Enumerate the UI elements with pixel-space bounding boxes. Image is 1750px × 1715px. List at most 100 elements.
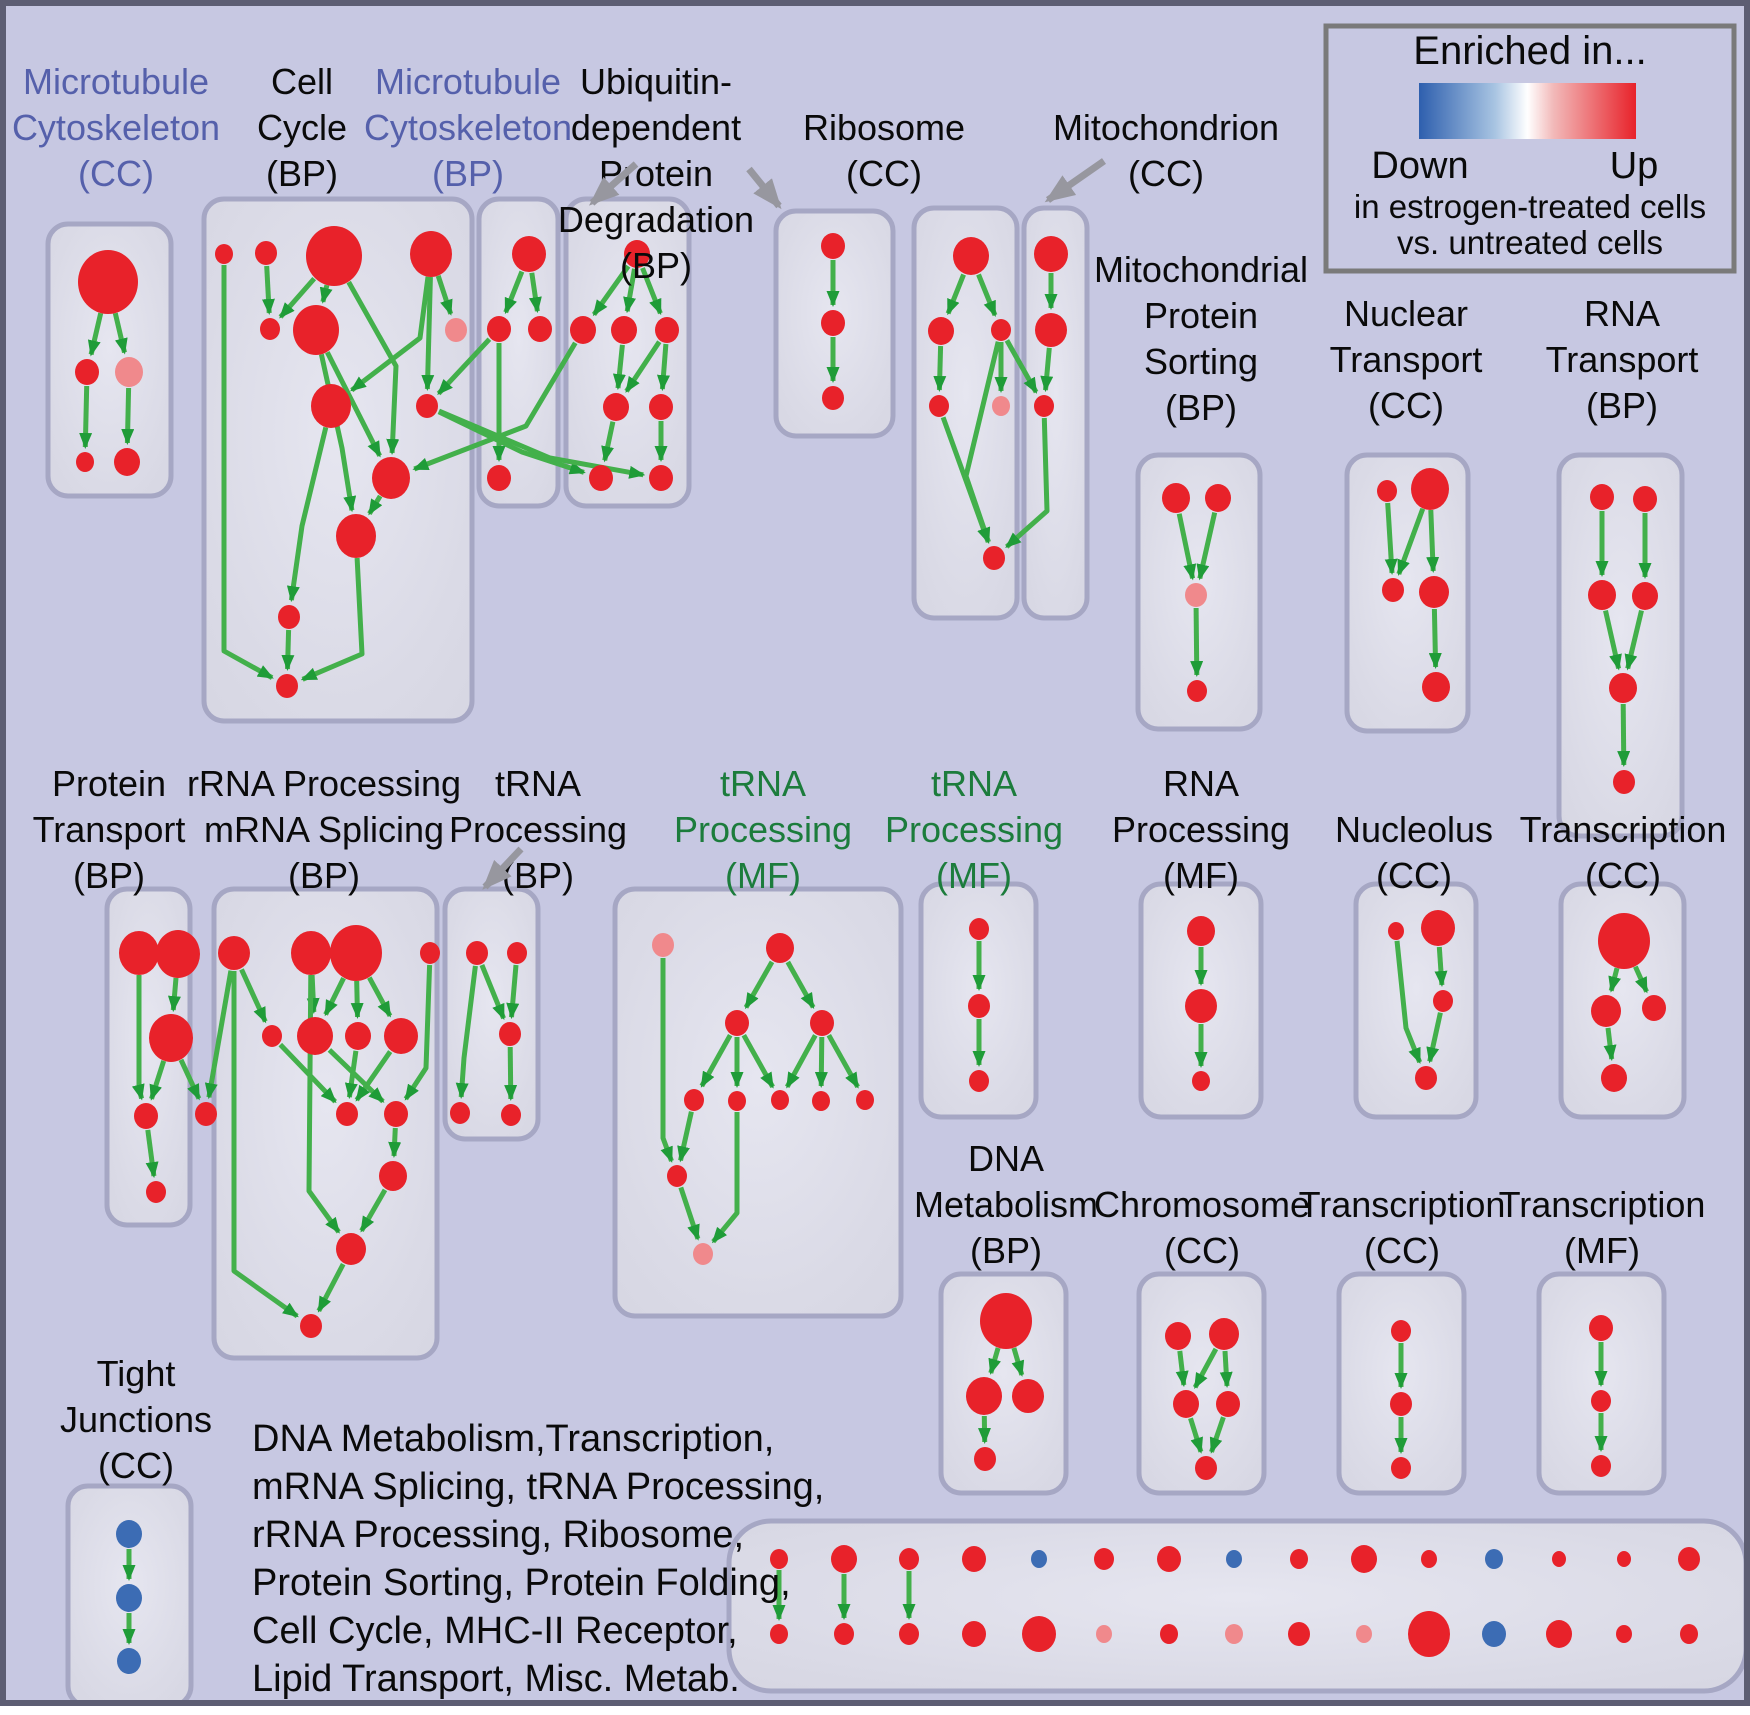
node-cc8 xyxy=(311,384,351,428)
node-mtcc1 xyxy=(78,250,138,314)
edge-nu2-nu3 xyxy=(1434,946,1448,987)
mitochondrion-arrow-icon xyxy=(1044,158,1107,203)
edge-mtbp1-mtbp3 xyxy=(528,272,542,314)
edge-rt3-rt5 xyxy=(1603,610,1622,671)
node-bt11 xyxy=(1421,1550,1437,1568)
node-tm10 xyxy=(667,1165,687,1187)
node-mtcc5 xyxy=(114,448,140,476)
node-mtcc4 xyxy=(76,452,94,472)
edge-tm4-tm7 xyxy=(785,1034,818,1089)
node-tc4 xyxy=(1601,1064,1627,1092)
legend-subtitle-line2: vs. untreated cells xyxy=(1397,224,1663,261)
node-bb3 xyxy=(899,1623,919,1645)
edge-tm4-tm9 xyxy=(826,1033,860,1089)
node-rib2 xyxy=(928,317,954,345)
node-bt10 xyxy=(1351,1545,1377,1573)
cluster-box-dna-metabolism xyxy=(938,1271,1069,1496)
node-rr10 xyxy=(384,1101,408,1127)
cluster-label-trna-processing-bp-line1: Processing xyxy=(449,809,627,850)
edges xyxy=(79,260,1652,1645)
cluster-label-rna-processing-mf-line1: Processing xyxy=(1112,809,1290,850)
node-mtcc3 xyxy=(115,357,143,387)
node-nt5 xyxy=(1422,672,1450,702)
cluster-box-misc-bottom xyxy=(726,1518,1744,1694)
node-rt2 xyxy=(1633,486,1657,512)
edge-ubl4-ubl6 xyxy=(657,343,670,392)
edge-cc6-cc10 xyxy=(325,351,382,458)
node-ubl4 xyxy=(655,317,679,343)
node-rt6 xyxy=(1613,770,1635,794)
node-ubr2 xyxy=(821,310,845,336)
legend-gradient-bar xyxy=(1419,83,1636,139)
node-bb11 xyxy=(1408,1611,1450,1657)
legend-box xyxy=(1323,23,1737,274)
cluster-label-dna-metabolism-line0: DNA xyxy=(968,1138,1044,1179)
edge-dm1-dm3 xyxy=(1011,1347,1025,1377)
edge-cc9-ubl8 xyxy=(438,408,646,479)
edge-dm1-dm2 xyxy=(988,1347,1001,1375)
edge-cc2-cc5 xyxy=(261,265,275,315)
edge-pt4-pt5 xyxy=(145,1129,159,1179)
node-t33 xyxy=(1591,1455,1611,1477)
node-cc10 xyxy=(372,457,410,499)
node-tr1 xyxy=(466,941,488,965)
node-ch1 xyxy=(1165,1322,1191,1350)
node-bt5 xyxy=(1031,1550,1047,1568)
node-rr7 xyxy=(345,1022,371,1050)
node-bt6 xyxy=(1094,1548,1114,1570)
cluster-label-mtbp-line2: (BP) xyxy=(432,153,504,194)
cluster-label-nuclear-transport-line1: Transport xyxy=(1330,339,1483,380)
edge-rr12-rr13 xyxy=(359,1188,388,1233)
edge-tm2-tm3 xyxy=(743,960,775,1010)
cluster-label-trna-processing-mf-2-line1: Processing xyxy=(885,809,1063,850)
cluster-label-trna-processing-bp-line2: (BP) xyxy=(502,855,574,896)
edge-tm6-tm11 xyxy=(711,1112,740,1244)
cluster-label-tight-junctions-line0: Tight xyxy=(97,1353,176,1394)
cluster-label-tight-junctions-line1: Junctions xyxy=(60,1399,212,1440)
footnote-line-0: DNA Metabolism,Transcription, xyxy=(252,1418,774,1460)
cluster-label-ribosome-line1: (CC) xyxy=(846,153,922,194)
edge-mito2-mito3 xyxy=(1040,347,1054,393)
cluster-label-transcription-mf-low-line1: (MF) xyxy=(1564,1230,1640,1271)
node-bt4 xyxy=(962,1546,986,1572)
node-tj2 xyxy=(116,1584,142,1612)
node-cc7 xyxy=(445,318,467,342)
edge-pt3-rrF xyxy=(178,1058,202,1101)
node-tm6 xyxy=(728,1091,746,1111)
node-mito1 xyxy=(1034,236,1068,272)
cluster-label-trna-processing-mf-2-line2: (MF) xyxy=(936,855,1012,896)
node-nu1 xyxy=(1388,922,1404,940)
cluster-label-cellcycle-line2: (BP) xyxy=(266,153,338,194)
cluster-label-protein-transport-line1: Transport xyxy=(33,809,186,850)
edge-cc12-cc13 xyxy=(281,629,295,671)
edge-mtcc1-mtcc2 xyxy=(87,312,104,357)
edge-ubl1-ubl3 xyxy=(623,268,637,314)
node-dm3 xyxy=(1012,1379,1044,1413)
edge-tm3-tm5 xyxy=(699,1033,733,1088)
node-rp2 xyxy=(1185,989,1217,1023)
edge-ubl1-ubl4 xyxy=(640,267,663,316)
node-tr5 xyxy=(501,1104,521,1126)
edge-ch2-ch3 xyxy=(1192,1347,1219,1390)
cluster-label-dna-metabolism-line2: (BP) xyxy=(970,1230,1042,1271)
node-bb5 xyxy=(1022,1616,1056,1652)
cluster-box-nuclear-transport xyxy=(1344,452,1471,734)
node-rt3 xyxy=(1588,580,1616,610)
node-mps3 xyxy=(1185,583,1207,607)
node-tr2 xyxy=(507,942,527,964)
edge-tc1-tc3 xyxy=(1633,965,1649,994)
cluster-label-transcription-cc-mid-line0: Transcription xyxy=(1520,809,1727,850)
edge-rib1-rib3 xyxy=(976,273,998,318)
edge-cc11-cc13 xyxy=(300,557,365,682)
node-cc5 xyxy=(260,318,280,340)
edge-tm1-tm10 xyxy=(660,958,674,1163)
node-mtbp1 xyxy=(512,236,546,272)
node-rib1 xyxy=(953,237,989,275)
node-mito2 xyxy=(1035,313,1067,347)
edge-ubl3-ubl5 xyxy=(612,344,626,391)
node-nu3 xyxy=(1433,990,1453,1012)
cluster-label-dna-metabolism-line1: Metabolism xyxy=(914,1184,1098,1225)
edge-nt2-nt3 xyxy=(1396,507,1426,576)
cluster-box-trna-processing-bp xyxy=(442,886,541,1142)
